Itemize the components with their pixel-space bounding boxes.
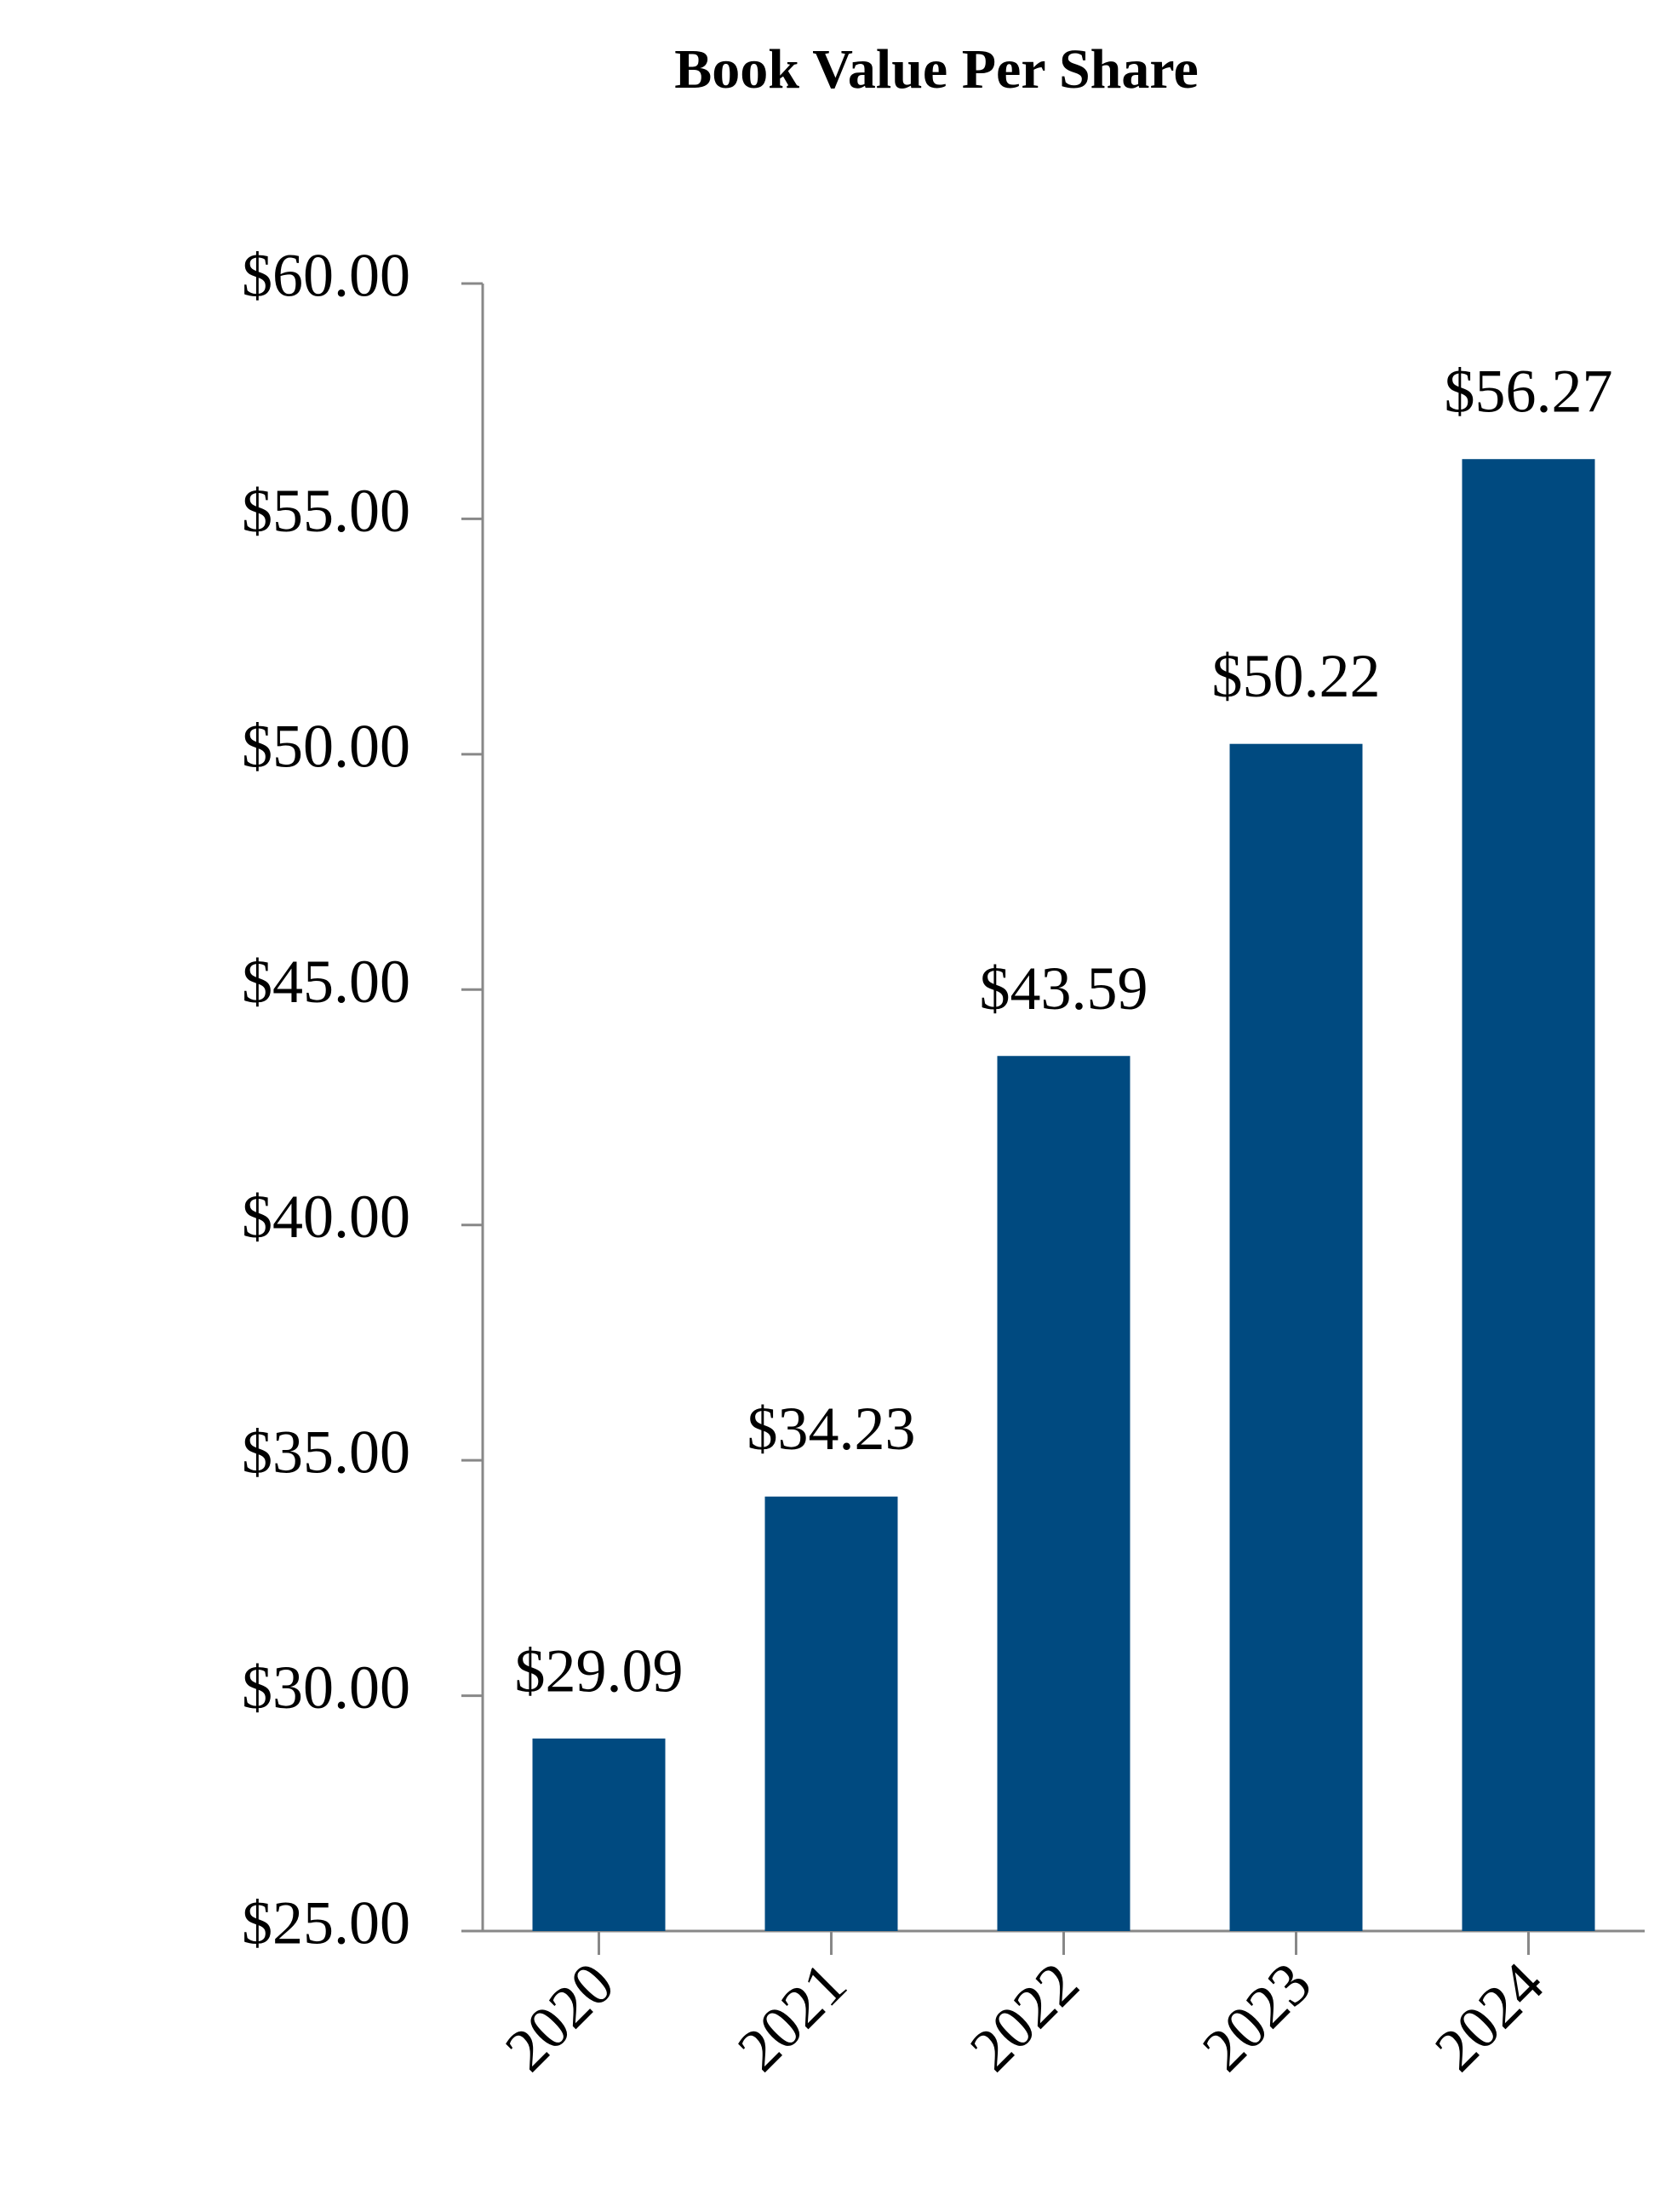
value-label: $50.22: [1212, 642, 1381, 710]
bar: [1229, 743, 1363, 1931]
x-tick-label: 2023: [1189, 1949, 1324, 2083]
bar: [764, 1496, 898, 1931]
y-tick-label: $55.00: [242, 477, 410, 545]
y-tick-label: $60.00: [242, 242, 410, 310]
value-label: $29.09: [515, 1636, 684, 1705]
value-label: $43.59: [980, 954, 1148, 1023]
y-tick-label: $40.00: [242, 1183, 410, 1251]
bar: [532, 1738, 666, 1931]
bar: [997, 1056, 1131, 1931]
y-tick-label: $30.00: [242, 1653, 410, 1722]
chart-title: Book Value Per Share: [674, 38, 1199, 100]
x-tick-label: 2022: [957, 1949, 1091, 2083]
value-label: $56.27: [1445, 358, 1613, 426]
y-tick-label: $35.00: [242, 1418, 410, 1487]
x-tick-label: 2021: [724, 1949, 859, 2083]
y-tick-label: $50.00: [242, 712, 410, 780]
x-tick-label: 2020: [492, 1949, 627, 2083]
y-tick-label: $25.00: [242, 1889, 410, 1957]
value-label: $34.23: [747, 1395, 916, 1463]
x-tick-label: 2024: [1422, 1949, 1556, 2083]
y-tick-label: $45.00: [242, 948, 410, 1016]
bar: [1462, 459, 1595, 1931]
